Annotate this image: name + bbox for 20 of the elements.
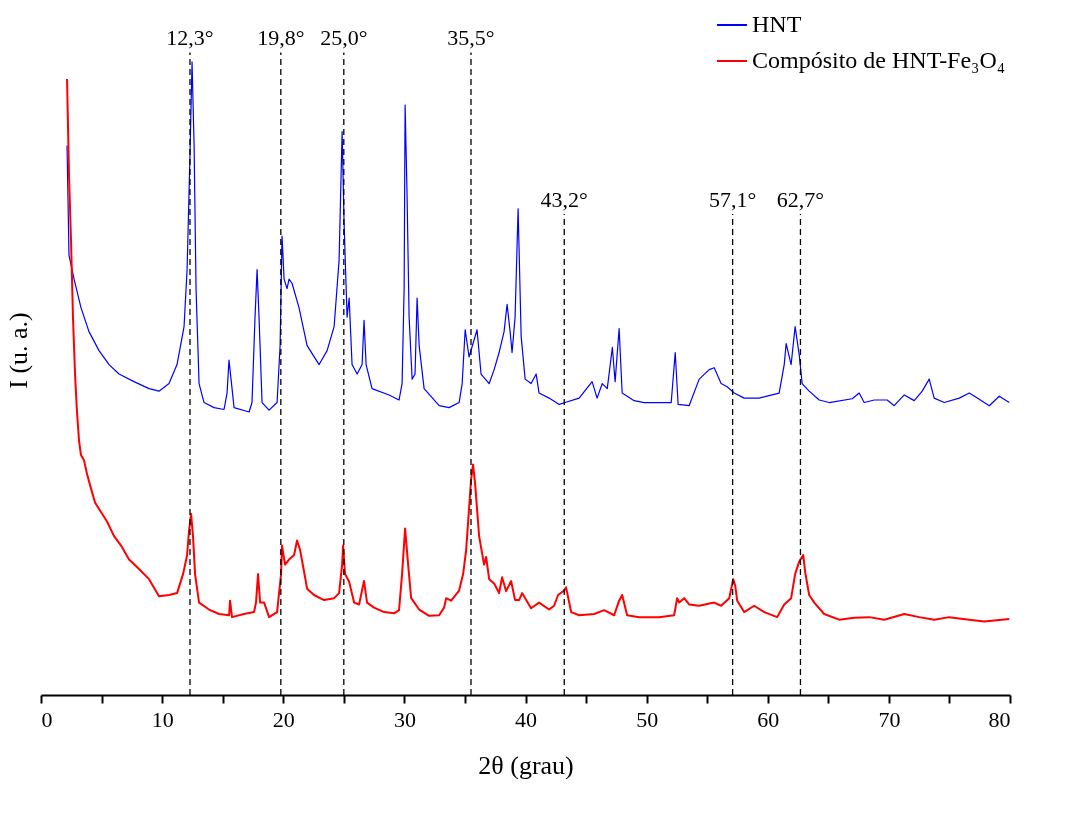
x-tick-label: 10: [151, 706, 174, 732]
x-tick-label: 0: [41, 706, 53, 732]
legend-label: Compósito de HNT-Fe₃O₄: [752, 47, 1006, 73]
x-tick-label: 40: [515, 706, 537, 732]
ref-line-label: 62,7°: [776, 186, 825, 212]
ref-line-label: 35,5°: [447, 25, 495, 51]
x-axis-title: 2θ (grau): [478, 750, 574, 780]
x-tick-label: 50: [636, 706, 659, 732]
legend-label: HNT: [752, 11, 802, 37]
x-tick-label: 20: [272, 706, 295, 732]
ref-line-label: 43,2°: [540, 186, 588, 212]
x-tick-label: 80: [988, 706, 1011, 732]
x-tick-label: 60: [757, 706, 780, 732]
ref-line-label: 12,3°: [166, 25, 214, 51]
y-axis-title: I (u. a.): [3, 312, 33, 389]
ref-line-label: 57,1°: [708, 186, 757, 212]
x-tick-label: 30: [393, 706, 416, 732]
ref-line-label: 25,0°: [320, 25, 368, 51]
ref-line-label: 19,8°: [257, 25, 305, 51]
x-tick-label: 70: [878, 706, 901, 732]
